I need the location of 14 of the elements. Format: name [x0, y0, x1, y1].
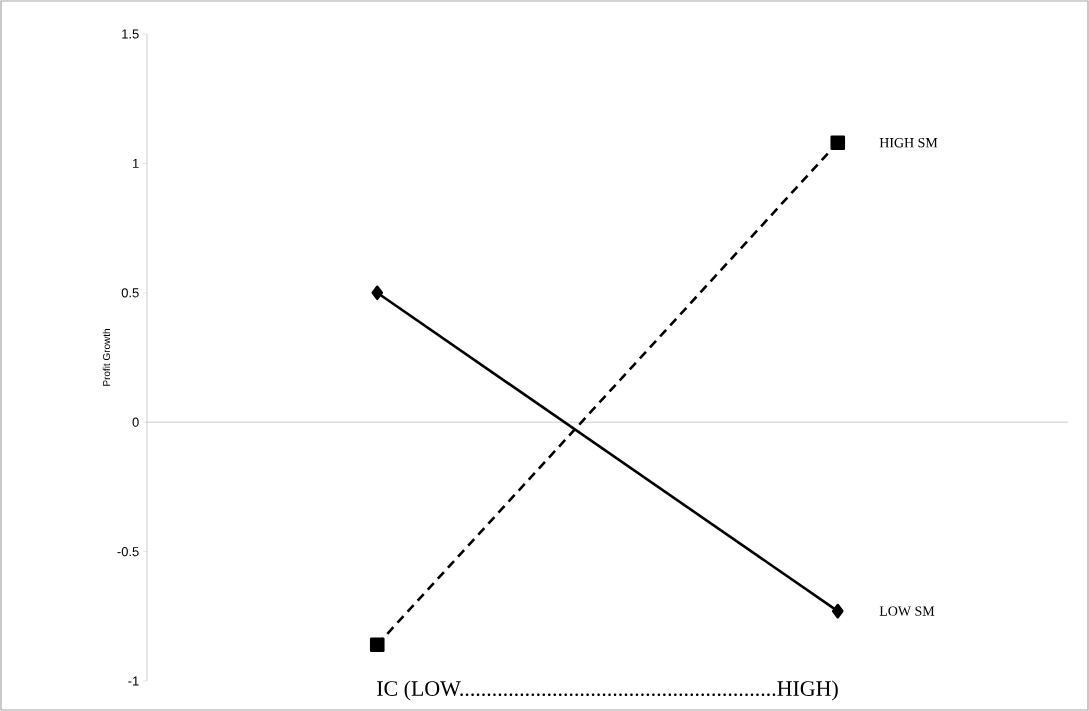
y-tick-label: -1 [128, 676, 139, 686]
x-axis-title: IC (LOW..........................................................HIGH) [377, 680, 838, 701]
point [371, 285, 384, 301]
text: LOW SM [879, 606, 935, 616]
point [369, 637, 385, 653]
y-tick-label: 0 [132, 417, 139, 427]
y-tick-label: 1.5 [122, 29, 139, 39]
text: HIGH SM [879, 138, 938, 148]
y-tick-label: -0.5 [117, 547, 139, 557]
point [831, 603, 844, 619]
point [830, 135, 846, 150]
y-axis-title: Profit Growth [102, 329, 111, 386]
y-tick-label: 0.5 [121, 288, 139, 298]
y-tick-label: 1 [133, 158, 139, 168]
